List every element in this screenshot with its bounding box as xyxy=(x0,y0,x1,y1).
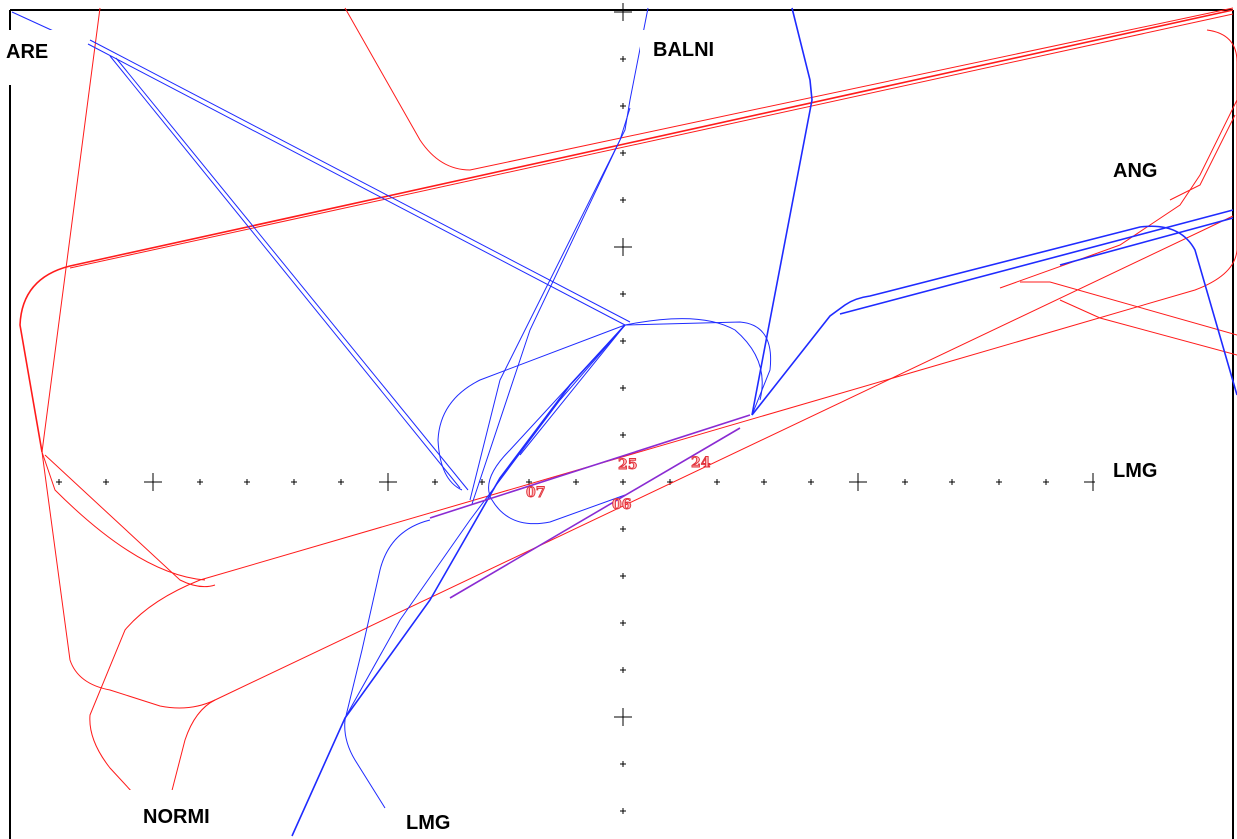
display-frame xyxy=(9,9,1234,839)
departure-route xyxy=(488,324,626,525)
axis-minor-tick xyxy=(432,479,438,485)
arrival-trajectories xyxy=(19,7,1237,807)
departure-route xyxy=(109,55,461,489)
waypoint-label-lmg-south: LMG xyxy=(406,812,450,834)
runway-label-07: 07 xyxy=(526,485,545,501)
waypoint-label-bg xyxy=(128,790,248,835)
departure-route xyxy=(471,107,631,505)
departure-route xyxy=(344,324,626,719)
runway-label-25: 25 xyxy=(618,457,637,473)
arrival-route xyxy=(999,99,1237,289)
departure-route xyxy=(344,519,431,809)
axis-minor-tick xyxy=(620,56,626,62)
waypoint-label-normi: NORMI xyxy=(143,806,210,828)
axis-minor-tick xyxy=(197,479,203,485)
arrival-route xyxy=(69,13,1234,269)
arrival-route xyxy=(44,454,216,588)
axis-major-tick xyxy=(379,473,397,491)
waypoint-labels: ARE BALNI ANG LMG NORMI LMG xyxy=(0,30,1190,839)
runway-labels: 25 24 07 06 xyxy=(526,455,712,514)
runway-07-25-line xyxy=(429,414,751,519)
departure-route xyxy=(751,7,813,416)
axis-minor-tick xyxy=(761,479,767,485)
axis-minor-tick xyxy=(338,479,344,485)
axis-minor-tick xyxy=(479,479,485,485)
axis-minor-tick xyxy=(291,479,297,485)
runway-label-06: 06 xyxy=(612,497,631,513)
axis-major-tick xyxy=(614,3,632,21)
runway-centerlines xyxy=(429,414,751,599)
arrival-route xyxy=(1169,114,1236,201)
departure-route xyxy=(1059,217,1234,266)
axis-minor-tick xyxy=(573,479,579,485)
axis-minor-tick xyxy=(620,573,626,579)
axis-minor-tick xyxy=(620,291,626,297)
axis-minor-tick xyxy=(620,761,626,767)
axis-major-tick xyxy=(614,238,632,256)
axis-major-tick xyxy=(849,473,867,491)
axis-minor-tick xyxy=(902,479,908,485)
range-axes xyxy=(56,3,1190,814)
axis-major-tick xyxy=(144,473,162,491)
waypoint-label-bg xyxy=(1095,450,1190,495)
departure-route xyxy=(519,324,626,456)
arrival-route xyxy=(89,29,1237,807)
axis-minor-tick xyxy=(103,479,109,485)
axis-major-tick xyxy=(614,708,632,726)
axis-minor-tick xyxy=(620,479,626,485)
axis-minor-tick xyxy=(808,479,814,485)
departure-trajectories xyxy=(11,7,1237,837)
waypoint-label-balni: BALNI xyxy=(653,39,714,61)
departure-route xyxy=(115,57,469,491)
arrival-route xyxy=(19,9,1234,453)
waypoint-label-lmg-east: LMG xyxy=(1113,460,1157,482)
arrival-route xyxy=(167,699,216,807)
departure-route xyxy=(624,321,772,416)
axis-minor-tick xyxy=(714,479,720,485)
axis-minor-tick xyxy=(620,526,626,532)
axis-minor-tick xyxy=(620,197,626,203)
axis-minor-tick xyxy=(996,479,1002,485)
axis-minor-tick xyxy=(620,385,626,391)
waypoint-label-bg xyxy=(395,800,485,839)
waypoint-label-bg xyxy=(640,30,730,70)
axis-minor-tick xyxy=(56,479,62,485)
departure-route xyxy=(751,225,1237,416)
axis-minor-tick xyxy=(949,479,955,485)
axis-minor-tick xyxy=(1043,479,1049,485)
arrival-route xyxy=(1059,299,1237,356)
waypoint-label-are: ARE xyxy=(6,41,48,63)
waypoint-label-bg xyxy=(1100,150,1180,190)
departure-route xyxy=(89,39,631,323)
waypoint-label-ang: ANG xyxy=(1113,160,1157,182)
axis-minor-tick xyxy=(620,432,626,438)
arrival-route xyxy=(1020,281,1237,336)
axis-minor-tick xyxy=(244,479,250,485)
axis-minor-tick xyxy=(620,150,626,156)
departure-route xyxy=(469,7,649,501)
axis-minor-tick xyxy=(620,808,626,814)
axis-minor-tick xyxy=(620,667,626,673)
departure-route xyxy=(437,324,626,491)
axis-minor-tick xyxy=(620,338,626,344)
arrival-route xyxy=(41,7,1234,709)
departure-route xyxy=(839,209,1234,315)
departure-route xyxy=(87,43,626,326)
arrival-route xyxy=(344,7,1234,171)
waypoint-label-bg xyxy=(0,30,80,85)
axis-minor-tick xyxy=(620,103,626,109)
arrival-route xyxy=(41,451,206,581)
axis-minor-tick xyxy=(620,620,626,626)
runway-06-24-line xyxy=(449,427,741,599)
departure-route xyxy=(624,318,763,401)
runway-label-24: 24 xyxy=(691,455,711,471)
departure-route xyxy=(291,324,626,837)
